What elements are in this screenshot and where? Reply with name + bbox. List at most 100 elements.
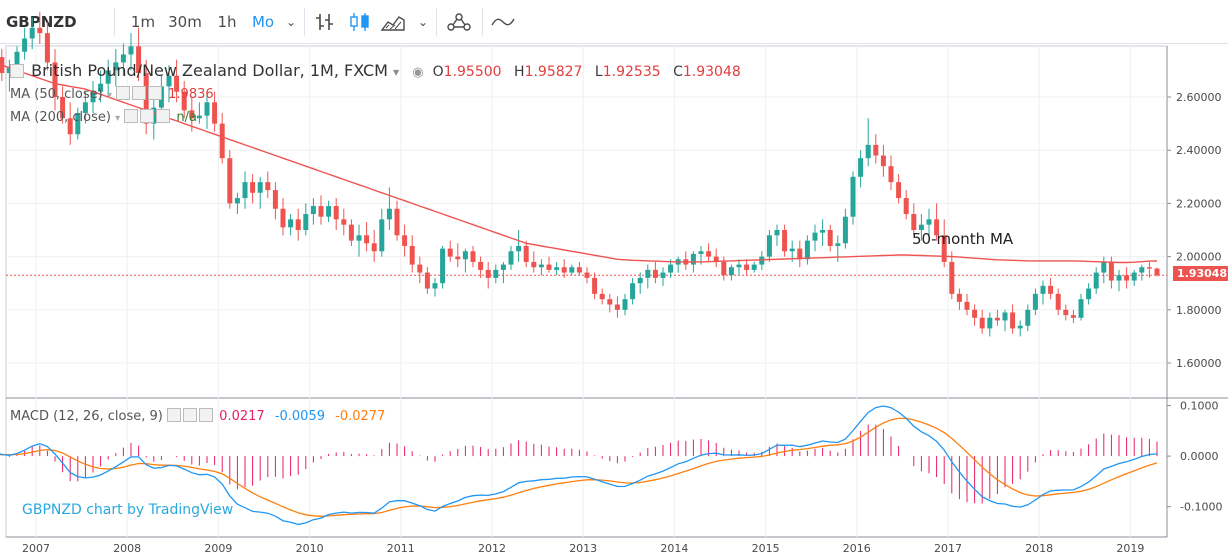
close-icon[interactable]: [199, 408, 214, 422]
chevron-down-icon[interactable]: ▾: [106, 90, 112, 101]
chevron-down-icon[interactable]: ▾: [115, 113, 121, 124]
macd-hist-value: 0.0217: [219, 409, 265, 424]
candle-body: [22, 38, 28, 52]
candle-body: [880, 155, 886, 167]
candle-body: [288, 219, 294, 228]
macd-signal-value: -0.0277: [335, 409, 386, 424]
symbol-search[interactable]: GBPNZD: [6, 13, 77, 31]
candle-body: [44, 33, 50, 63]
candle-body: [1086, 288, 1092, 300]
candle-body: [774, 230, 780, 236]
close-icon[interactable]: [156, 109, 171, 123]
macd-y-tick-label: 0.0000: [1180, 450, 1219, 463]
tradingview-watermark: GBPNZD chart by TradingView: [22, 502, 234, 518]
ma50-value: 1.9836: [168, 87, 214, 102]
candle-body: [949, 261, 955, 294]
candles-icon[interactable]: [346, 10, 372, 34]
candle-body: [1154, 268, 1160, 276]
candle-body: [1139, 267, 1145, 273]
candle-body: [1002, 312, 1008, 321]
candle-body: [789, 248, 795, 252]
candle-body: [29, 27, 35, 39]
candle-body: [120, 54, 126, 63]
chevron-down-icon[interactable]: ⌄: [417, 15, 429, 29]
area-chart-icon[interactable]: [380, 10, 406, 34]
candle-body: [1070, 315, 1076, 318]
candle-body: [447, 248, 453, 257]
chart-legend: British Pound/New Zealand Dollar, 1M, FX…: [10, 61, 741, 80]
high-value: 1.95827: [524, 64, 583, 80]
candle-body: [485, 269, 491, 278]
interval-30m[interactable]: 30m: [168, 13, 202, 31]
candle-body: [561, 267, 567, 273]
eye-icon[interactable]: [124, 109, 139, 123]
candle-body: [250, 182, 256, 193]
gear-icon[interactable]: [183, 408, 198, 422]
y-tick-label: 1.80000: [1176, 304, 1222, 317]
candle-body: [52, 62, 58, 97]
close-label: C: [673, 64, 683, 80]
ma50-legend: MA (50, close) ▾ 1.9836: [10, 86, 214, 102]
interval-1h[interactable]: 1h: [217, 13, 237, 31]
candle-body: [964, 301, 970, 310]
candle-body: [14, 51, 20, 68]
candle-body: [858, 158, 864, 177]
interval-1m[interactable]: 1m: [130, 13, 156, 31]
candle-body: [1078, 299, 1084, 318]
candle-body: [6, 67, 12, 74]
candle-body: [979, 317, 985, 329]
gear-icon[interactable]: [140, 109, 155, 123]
x-tick-label: 2010: [296, 542, 324, 555]
candle-body: [136, 46, 142, 74]
candle-body: [1017, 325, 1023, 329]
candle-body: [941, 235, 947, 262]
candle-body: [630, 283, 636, 300]
candle-body: [341, 219, 347, 225]
eye-icon[interactable]: [167, 408, 182, 422]
candle-body: [1010, 312, 1016, 329]
x-tick-label: 2016: [843, 542, 871, 555]
candle-body: [417, 264, 423, 273]
chevron-down-icon[interactable]: ▾: [393, 65, 400, 79]
close-icon[interactable]: [148, 86, 162, 100]
candle-body: [455, 256, 461, 260]
x-tick-label: 2014: [660, 542, 688, 555]
candle-body: [105, 70, 111, 84]
indicators-icon[interactable]: [444, 10, 474, 34]
candle-body: [37, 27, 43, 34]
bars-icon[interactable]: [312, 10, 338, 34]
candle-body: [622, 299, 628, 310]
eye-icon[interactable]: ◉: [412, 65, 424, 80]
candle-body: [812, 232, 818, 241]
candle-body: [994, 317, 1000, 321]
candle-body: [128, 46, 134, 55]
x-tick-label: 2009: [204, 542, 232, 555]
candle-body: [348, 224, 354, 241]
candle-body: [736, 264, 742, 268]
candle-body: [706, 251, 712, 257]
candle-body: [1063, 309, 1069, 316]
candle-body: [531, 261, 537, 268]
candle-body: [637, 277, 643, 284]
eye-icon[interactable]: [116, 86, 130, 100]
candle-body: [234, 198, 240, 204]
gear-icon[interactable]: [132, 86, 146, 100]
candle-body: [759, 256, 765, 265]
candle-body: [212, 102, 218, 124]
candle-body: [972, 309, 978, 318]
candle-body: [1093, 272, 1099, 289]
compare-icon[interactable]: [490, 10, 516, 34]
interval-monthly[interactable]: Mo: [251, 13, 275, 31]
candle-body: [409, 245, 415, 265]
close-value: 1.93048: [682, 64, 741, 80]
collapse-icon[interactable]: [10, 64, 24, 78]
candle-body: [850, 176, 856, 217]
candle-body: [364, 235, 370, 244]
chevron-down-icon[interactable]: ⌄: [285, 15, 297, 29]
candle-body: [424, 272, 430, 289]
candle-body: [842, 216, 848, 244]
top-toolbar: GBPNZD 1m 30m 1h Mo ⌄ ⌄: [0, 0, 1228, 44]
candle-body: [820, 230, 826, 233]
candle-body: [1101, 261, 1107, 273]
